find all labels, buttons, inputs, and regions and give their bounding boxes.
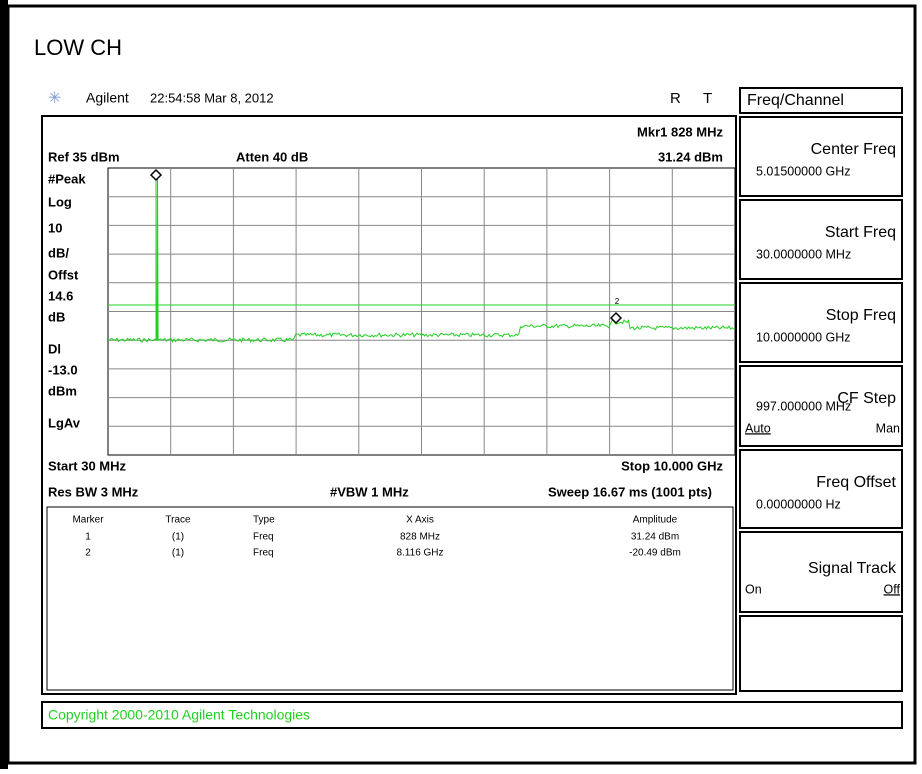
softkey-label: Freq Offset (816, 474, 896, 491)
page-title: LOW CH (34, 35, 122, 60)
scale-label: 14.6 (48, 288, 73, 303)
table-cell: 2 (85, 548, 91, 559)
table-header: Type (253, 515, 275, 526)
timestamp: 22:54:58 Mar 8, 2012 (150, 90, 274, 105)
softkey-option[interactable]: On (745, 582, 762, 596)
table-cell: (1) (172, 548, 184, 559)
softkey-option[interactable]: Man (876, 421, 900, 435)
attenuation: Atten 40 dB (236, 149, 308, 164)
softkey-label: Center Freq (811, 141, 896, 158)
scale-label: LgAv (48, 415, 81, 430)
scale-label: -13.0 (48, 362, 78, 377)
logo: ✳ (48, 90, 61, 107)
scale-label: #Peak (48, 171, 86, 186)
table-cell: (1) (172, 532, 184, 543)
res-bw: Res BW 3 MHz (48, 484, 139, 499)
softkey[interactable] (739, 615, 903, 692)
menu-title-box (739, 87, 903, 114)
menu-title: Freq/Channel (747, 92, 844, 109)
status: R (670, 90, 681, 107)
ref-level: Ref 35 dBm (48, 149, 120, 164)
table-cell: 31.24 dBm (631, 532, 679, 543)
scale-label: 10 (48, 220, 62, 235)
scale-label: dB/ (48, 245, 69, 260)
table-header: Amplitude (633, 515, 678, 526)
scale-label: Dl (48, 341, 61, 356)
marker-diamond (149, 168, 163, 182)
scale-label: dB (48, 309, 65, 324)
status: T (703, 90, 712, 107)
softkey[interactable] (739, 449, 903, 529)
softkey-label: Signal Track (808, 560, 897, 577)
table-header: X Axis (406, 515, 434, 526)
table-cell: Freq (253, 548, 274, 559)
frame-edge (0, 0, 8, 769)
marker-readout: Mkr1 828 MHz (637, 124, 723, 139)
softkey-label: Stop Freq (826, 307, 896, 324)
display-panel (41, 115, 737, 695)
table-cell: Freq (253, 532, 274, 543)
copyright: Copyright 2000-2010 Agilent Technologies (48, 707, 310, 723)
scale-label: Log (48, 194, 72, 209)
softkey-option[interactable]: Off (884, 582, 901, 596)
softkey[interactable] (739, 365, 903, 447)
softkey[interactable] (739, 199, 903, 280)
status-bar (41, 701, 903, 729)
table-header: Marker (72, 515, 104, 526)
brand: Agilent (86, 90, 129, 106)
vbw: #VBW 1 MHz (330, 484, 409, 499)
marker-amplitude: 31.24 dBm (658, 149, 723, 164)
table-cell: 8.116 GHz (396, 548, 443, 559)
table-header: Trace (165, 515, 191, 526)
marker-tag: 2 (615, 297, 620, 306)
softkey-value: 10.0000000 GHz (756, 330, 851, 344)
softkey[interactable] (739, 282, 903, 363)
table-cell: -20.49 dBm (629, 548, 681, 559)
table-cell: 1 (85, 532, 91, 543)
softkey-label: Start Freq (825, 224, 896, 241)
softkey-option[interactable]: Auto (745, 421, 771, 435)
softkey-value: 997.000000 MHz (756, 399, 851, 413)
sweep: Sweep 16.67 ms (1001 pts) (548, 484, 712, 499)
table-cell: 828 MHz (400, 532, 440, 543)
softkey-value: 30.0000000 MHz (756, 247, 851, 261)
softkey[interactable] (739, 531, 903, 613)
marker-diamond (609, 311, 623, 325)
marker-table (46, 506, 734, 691)
softkey-value: 0.00000000 Hz (756, 497, 841, 511)
softkey-label: CF Step (837, 390, 896, 407)
scale-label: Offst (48, 267, 79, 282)
start-freq: Start 30 MHz (48, 458, 127, 473)
trace (107, 177, 736, 344)
stop-freq: Stop 10.000 GHz (621, 458, 723, 473)
scale-label: dBm (48, 383, 77, 398)
softkey[interactable] (739, 116, 903, 197)
softkey-value: 5.01500000 GHz (756, 164, 851, 178)
